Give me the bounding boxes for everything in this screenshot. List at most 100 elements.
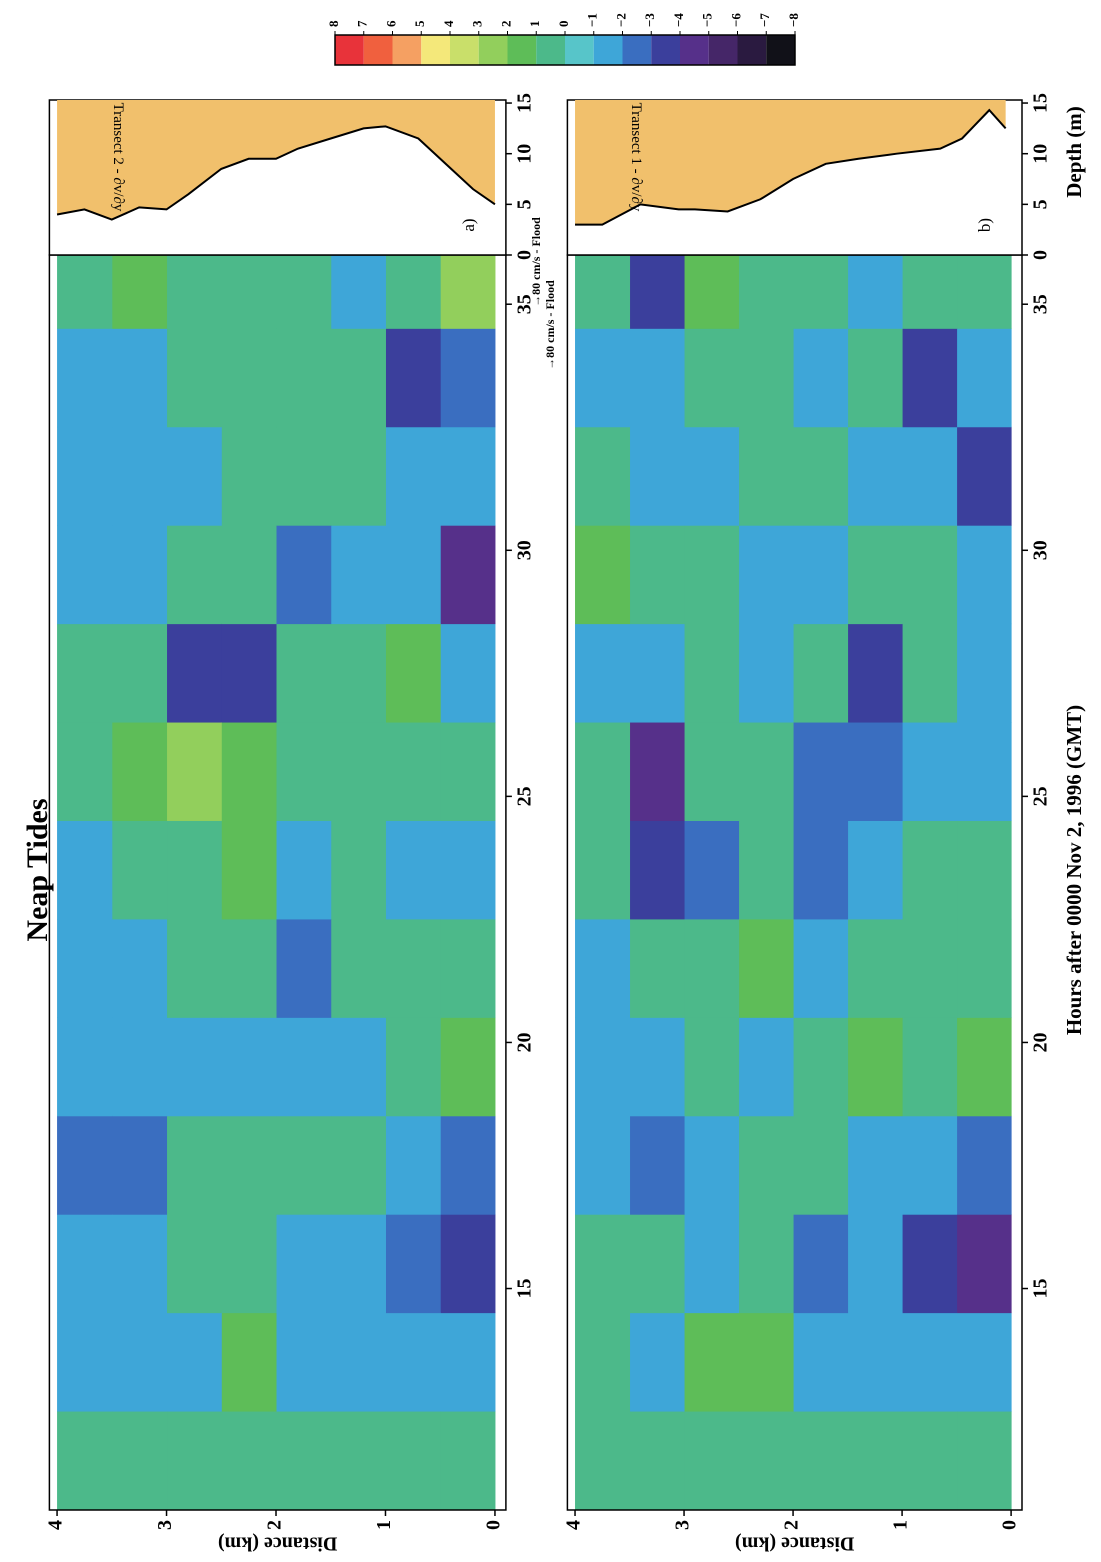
figure-body: Neap Tides Transect 2 - ∂v/∂y a) →80 cm/s -… <box>21 13 1086 1555</box>
y-axis-label: Distance (km) <box>735 1532 854 1554</box>
heatmap-cell <box>57 328 113 428</box>
heatmap-cell <box>330 1312 386 1412</box>
vector-scale-label: →80 cm/s - Flood <box>529 217 543 307</box>
heatmap-cell <box>111 820 168 920</box>
heatmap-cell <box>221 722 277 821</box>
heatmap-cell <box>793 623 849 723</box>
heatmap-cell <box>793 918 849 1018</box>
heatmap-cell <box>684 1115 740 1215</box>
colorbar-label: 8 <box>326 20 341 27</box>
heatmap-cell <box>738 820 794 920</box>
x-tick-label: 15 <box>513 1279 535 1299</box>
heatmap-cell <box>440 1115 496 1215</box>
heatmap-cell <box>221 623 277 723</box>
heatmap-cell <box>847 820 903 920</box>
heatmap-cell <box>57 254 113 329</box>
heatmap-cell <box>629 918 685 1018</box>
heatmap-cell <box>793 722 849 821</box>
heatmap-cell <box>684 1411 740 1510</box>
heatmap-cell <box>385 328 441 428</box>
heatmap-cell <box>330 820 386 920</box>
heatmap-cell <box>629 820 685 920</box>
y-tick-label: 0 <box>483 1520 505 1530</box>
heatmap-cell <box>902 820 958 920</box>
heatmap-cell <box>629 254 685 329</box>
heatmap-cell <box>111 1017 168 1117</box>
heatmap-cell <box>276 820 332 920</box>
heatmap-cell <box>111 1115 168 1215</box>
heatmap-cell <box>629 722 685 821</box>
heatmap-cell <box>629 1312 685 1412</box>
colorbar-label: −4 <box>671 13 686 27</box>
heatmap-cell <box>902 1312 958 1412</box>
heatmap-cell <box>166 1312 222 1412</box>
heatmap-cell <box>330 254 386 329</box>
heatmap-cell <box>385 426 441 526</box>
heatmap-cell <box>902 1115 958 1215</box>
heatmap-cell <box>902 1017 958 1117</box>
colorbar-label: 7 <box>355 20 370 27</box>
heatmap-cell <box>956 820 1012 920</box>
y-tick-label: 1 <box>890 1520 912 1530</box>
heatmap-cell <box>738 1017 794 1117</box>
x-tick-label: 30 <box>1030 540 1052 560</box>
heatmap-cell <box>847 1411 903 1510</box>
heatmap-cell <box>684 254 740 329</box>
heatmap-cell <box>57 1312 113 1412</box>
heatmap-cell <box>276 918 332 1018</box>
heatmap-cell <box>330 1411 386 1510</box>
heatmap-cell <box>629 1214 685 1314</box>
heatmap-cell <box>221 1214 277 1314</box>
colorbar-label: −8 <box>786 13 801 27</box>
heatmap-cell <box>738 722 794 821</box>
x-tick-label: 35 <box>1030 294 1052 314</box>
heatmap-cell <box>629 328 685 428</box>
heatmap-cell <box>330 1115 386 1215</box>
heatmap-cell <box>902 1214 958 1314</box>
heatmap-cell <box>738 1312 794 1412</box>
heatmap-cell <box>57 722 113 821</box>
heatmap-cell <box>956 1214 1012 1314</box>
heatmap-cell <box>956 1115 1012 1215</box>
heatmap-cell <box>166 1214 222 1314</box>
heatmap-cell <box>221 426 277 526</box>
heatmap-cell <box>276 426 332 526</box>
heatmap-cell <box>440 1411 496 1510</box>
heatmap-cell <box>793 328 849 428</box>
y-tick-label: 0 <box>999 1520 1021 1530</box>
heatmap-cell <box>111 525 168 625</box>
heatmap-cell <box>111 1411 168 1510</box>
y-tick-label: 3 <box>154 1520 176 1530</box>
heatmap-cell <box>57 1115 113 1215</box>
heatmap-cell <box>902 918 958 1018</box>
heatmap-cell <box>111 623 168 723</box>
heatmap-cell <box>902 722 958 821</box>
heatmap-cell <box>276 254 332 329</box>
heatmap-cell <box>57 426 113 526</box>
heatmap-cell <box>276 1312 332 1412</box>
heatmap-cell <box>847 525 903 625</box>
heatmap-cell <box>847 254 903 329</box>
colorbar-swatch <box>651 35 680 65</box>
x-tick-label: 30 <box>513 540 535 560</box>
colorbar-label: −1 <box>585 13 600 27</box>
depth-tick-label: 10 <box>1030 144 1052 164</box>
heatmap-cell <box>57 623 113 723</box>
heatmap-cell <box>111 328 168 428</box>
depth-tick-label: 15 <box>1030 93 1052 113</box>
heatmap-cell <box>738 328 794 428</box>
heatmap-cell <box>684 426 740 526</box>
heatmap-cell <box>684 1017 740 1117</box>
heatmap-cell <box>166 918 222 1018</box>
heatmap-cell <box>385 1115 441 1215</box>
heatmap-cell <box>847 1017 903 1117</box>
heatmap-cell <box>440 820 496 920</box>
heatmap-cell <box>956 1312 1012 1412</box>
chart-title: Neap Tides <box>21 798 54 941</box>
heatmap-cell <box>385 1312 441 1412</box>
heatmap-cell <box>166 254 222 329</box>
heatmap-cell <box>902 525 958 625</box>
heatmap-cell <box>385 918 441 1018</box>
y-tick-label: 4 <box>563 1520 585 1530</box>
heatmap-cell <box>330 722 386 821</box>
